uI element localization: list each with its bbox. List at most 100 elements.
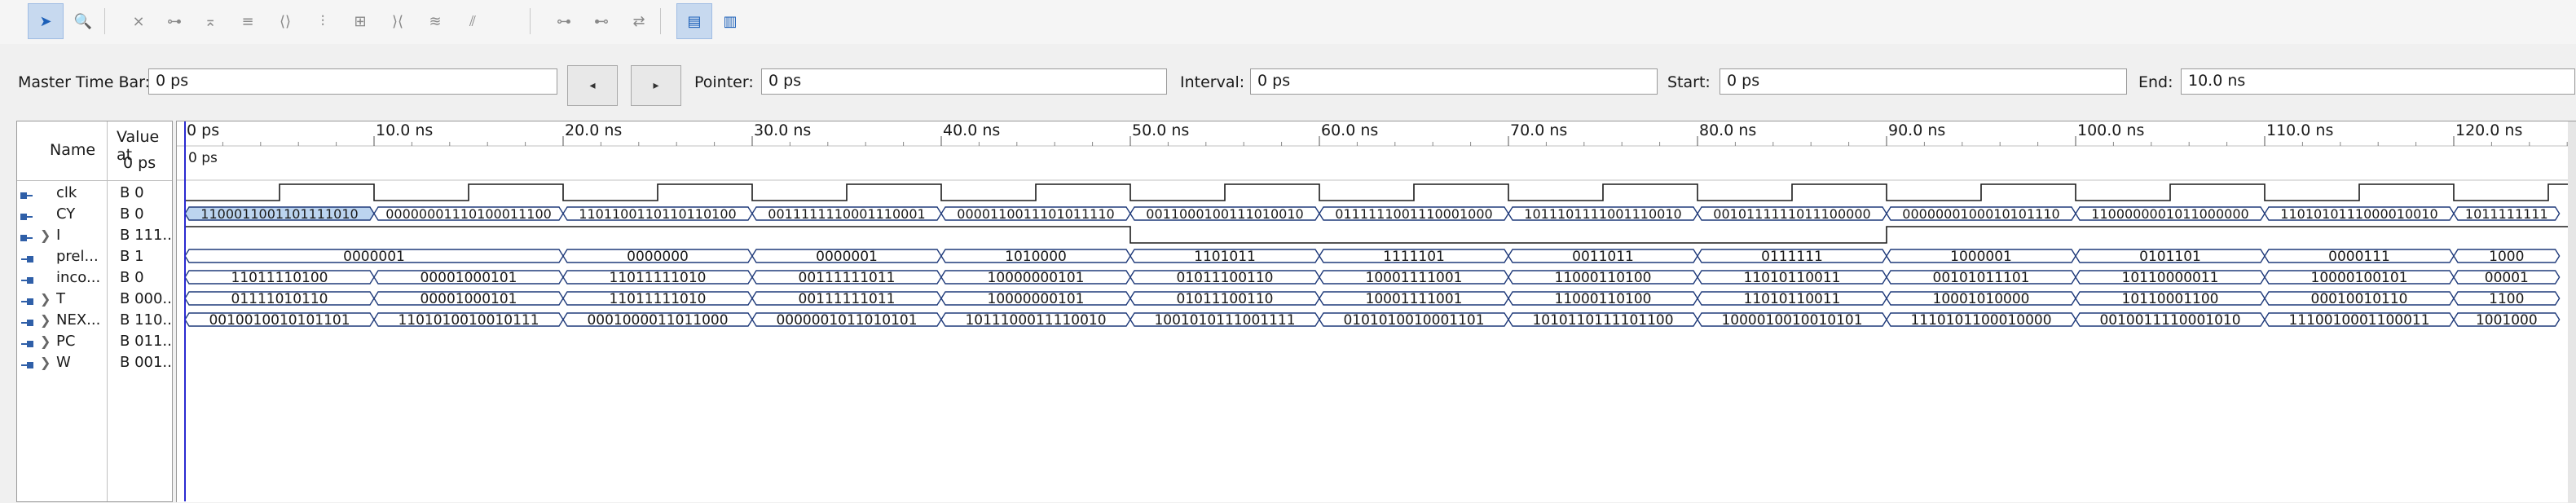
master-time-bar-label: Master Time Bar: [18, 73, 151, 91]
signal-value: B 1 [120, 248, 144, 265]
chevron-right-icon: ▸ [653, 79, 659, 92]
output-pin-icon [20, 337, 34, 348]
signal-name: CY [56, 205, 76, 223]
value-column-time: 0 ps [123, 154, 156, 172]
output-pin-icon [20, 358, 34, 369]
zoom-button[interactable]: 🔍 [65, 3, 101, 39]
value-column-header[interactable]: Value at [117, 128, 160, 164]
forcing-invert-icon: ≡ [241, 12, 254, 30]
signal-row[interactable]: CY B 0 [17, 205, 172, 226]
bus-value-label: 10000000101 [988, 291, 1085, 307]
interval-field[interactable]: 0 ps [1250, 68, 1658, 95]
arbitrary-value-icon: ⟩⟨ [391, 12, 404, 30]
bus-value-label: 11011111010 [610, 291, 707, 307]
forcing-unknown-icon: ⌅ [204, 12, 217, 30]
output-pin-icon [20, 315, 34, 327]
input-pin-icon [20, 188, 34, 200]
snap-button[interactable]: ⫽ [455, 3, 491, 39]
timeline-label: 20.0 ns [565, 121, 622, 139]
bus-segment[interactable] [2453, 206, 2561, 221]
master-time-bar-field[interactable]: 0 ps [148, 68, 557, 95]
start-field[interactable]: 0 ps [1720, 68, 2127, 95]
signal-name: PC [56, 333, 76, 350]
waveform-canvas[interactable]: 0 ps 10.0 ns 20.0 ns 30.0 ns 40.0 ns 50.0 ns 6… [177, 121, 2569, 501]
end-field[interactable]: 10.0 ns [2181, 68, 2575, 95]
bus-value-label: 1000001 [1950, 249, 2012, 265]
random-value-button[interactable]: ⊞ [342, 3, 378, 39]
bus-segment[interactable] [2453, 312, 2561, 327]
bus-display-icon: ▥ [723, 12, 738, 30]
vertical-scrollbar[interactable] [2568, 121, 2576, 503]
bus-value-label: 1001000 [2476, 312, 2538, 329]
forcing-high-button[interactable]: ⊶ [156, 3, 192, 39]
output-pin-icon [20, 252, 34, 263]
bus-value-label: 1101100110110110100 [579, 206, 736, 222]
bus-segment[interactable] [2453, 249, 2561, 263]
signal-row[interactable]: ❯ W B 001... [17, 353, 172, 374]
bus-value-label: 1010110111101100 [1532, 312, 1673, 329]
bus-segment[interactable] [2453, 291, 2561, 306]
forcing-unknown-button[interactable]: ⌅ [192, 3, 228, 39]
bus-value-label: 00101011101 [1933, 270, 2030, 286]
bus-display-button[interactable]: ▥ [712, 3, 748, 39]
ungroup-button[interactable]: ⊷ [583, 3, 619, 39]
bus-value-label: 0011000100111010010 [1146, 206, 1303, 222]
timeline-label: 60.0 ns [1321, 121, 1378, 139]
clock-waveform[interactable] [185, 183, 2569, 201]
pointer-field[interactable]: 0 ps [761, 68, 1167, 95]
bus-segment[interactable] [2453, 270, 2561, 285]
toolbar-separator [104, 8, 105, 34]
signal-row[interactable]: clk B 0 [17, 183, 172, 205]
bus-value-label: 11011110100 [231, 270, 328, 286]
bus-value-label: 0010010010101101 [209, 312, 350, 329]
next-transition-button[interactable]: ▸ [631, 65, 681, 106]
signal-row[interactable]: ❯ I B 111... [17, 226, 172, 247]
count-value-button[interactable]: ⫶ [305, 3, 341, 39]
timeline-label: 70.0 ns [1510, 121, 1567, 139]
bus-value-label: 1110010001100011 [2288, 312, 2429, 329]
overwrite-button[interactable]: ≋ [417, 3, 453, 39]
bus-value-label: 11000110100 [1555, 291, 1652, 307]
timeline-label: 30.0 ns [754, 121, 811, 139]
bit-waveform[interactable] [185, 226, 2569, 244]
bus-value-label: 01011100110 [1177, 291, 1274, 307]
forcing-invert-button[interactable]: ≡ [230, 3, 266, 39]
signal-row[interactable]: inco... B 0 [17, 268, 172, 289]
signal-row[interactable]: ❯ NEX... B 110... [17, 311, 172, 332]
signal-row[interactable]: ❯ T B 000... [17, 289, 172, 311]
signal-name: inco... [56, 269, 101, 286]
signal-value: B 111... [120, 227, 172, 244]
toolbar-separator [530, 8, 531, 34]
interval-label: Interval: [1180, 73, 1245, 91]
bus-value-label: 0010111111011100000 [1713, 206, 1870, 222]
column-divider[interactable] [107, 121, 108, 501]
bus-value-label: 1011101111001110010 [1524, 206, 1681, 222]
bus-value-label: 0101101 [2139, 249, 2201, 265]
arbitrary-value-button[interactable]: ⟩⟨ [380, 3, 416, 39]
waveform-settings-button[interactable]: ▤ [676, 3, 712, 39]
forcing-low-button[interactable]: ⨯ [121, 3, 156, 39]
signal-name: W [56, 354, 71, 371]
signal-row[interactable]: prel... B 1 [17, 247, 172, 268]
bus-value-label: 00001 [2485, 270, 2529, 286]
clock-button[interactable]: ⟨⟩ [267, 3, 303, 39]
select-arrow-button[interactable]: ➤ [28, 3, 64, 39]
start-label: Start: [1667, 73, 1711, 91]
expand-chevron-icon[interactable]: ❯ [40, 355, 51, 370]
reverse-button[interactable]: ⇄ [621, 3, 657, 39]
waveform-settings-icon: ▤ [687, 12, 702, 30]
previous-transition-button[interactable]: ◂ [567, 65, 618, 106]
bus-value-label: 00111111011 [799, 270, 896, 286]
signal-value: B 000... [120, 290, 172, 307]
expand-chevron-icon[interactable]: ❯ [40, 227, 51, 243]
expand-chevron-icon[interactable]: ❯ [40, 291, 51, 307]
signal-row[interactable]: ❯ PC B 011... [17, 332, 172, 353]
name-column-header[interactable]: Name [50, 141, 96, 159]
signal-name: NEX... [56, 311, 101, 329]
waveform-panel[interactable]: 0 ps 10.0 ns 20.0 ns 30.0 ns 40.0 ns 50.0 ns 6… [176, 121, 2576, 503]
expand-chevron-icon[interactable]: ❯ [40, 312, 51, 328]
bus-value-label: 0111111 [1761, 249, 1823, 265]
bus-value-label: 1010000 [1005, 249, 1067, 265]
expand-chevron-icon[interactable]: ❯ [40, 333, 51, 349]
group-button[interactable]: ⊶ [546, 3, 582, 39]
